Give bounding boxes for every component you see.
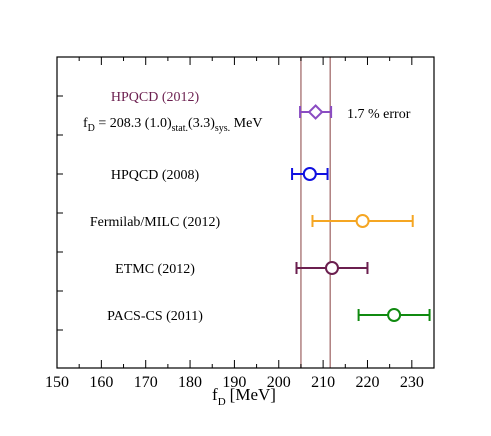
x-tick-label-210: 210	[311, 374, 335, 391]
x-tick-label-180: 180	[178, 374, 202, 391]
x-tick-label-230: 230	[400, 374, 424, 391]
x-axis-label: fD [MeV]	[212, 385, 276, 408]
series-label-3: ETMC (2012)	[115, 262, 195, 277]
x-axis-label-main: f	[212, 385, 218, 404]
axes: 150 160 170 180 190 200 210 220 230	[45, 56, 435, 391]
x-axis-label-unit: [MeV]	[230, 385, 276, 404]
x-tick-label-200: 200	[267, 374, 291, 391]
formula-prefix: f	[83, 116, 88, 131]
formula-value: = 208.3 (1.0)	[95, 116, 172, 131]
series-label-2: Fermilab/MILC (2012)	[90, 215, 221, 230]
formula-sub: D	[88, 123, 95, 134]
marker-circle-4	[387, 308, 402, 322]
series-point-4	[357, 308, 431, 322]
series-point-3	[295, 261, 369, 275]
series-point-0	[299, 104, 333, 120]
formula-stat: stat.	[172, 123, 188, 134]
x-tick-label-150: 150	[45, 374, 69, 391]
marker-circle-2	[355, 214, 370, 228]
x-tick-label-160: 160	[89, 374, 113, 391]
x-tick-label-190: 190	[222, 374, 246, 391]
series-point-1	[291, 167, 329, 181]
series-label-4: PACS-CS (2011)	[107, 309, 203, 324]
series-labels: HPQCD (2012) HPQCD (2008) Fermilab/MILC (2…	[90, 90, 221, 324]
x-tick-label-170: 170	[134, 374, 158, 391]
marker-circle-3	[324, 261, 339, 275]
series-label-0: HPQCD (2012)	[111, 90, 200, 105]
data-points	[291, 104, 431, 322]
series-point-2	[311, 214, 414, 228]
formula-annotation: fD = 208.3 (1.0)stat.(3.3)sys. MeV	[83, 116, 262, 134]
error-note: 1.7 % error	[347, 107, 411, 122]
marker-circle-1	[302, 167, 317, 181]
x-tick-label-220: 220	[355, 374, 379, 391]
formula-mid: (3.3)	[188, 116, 215, 131]
formula-unit: MeV	[230, 116, 262, 131]
marker-diamond-0	[307, 104, 324, 120]
formula-sys: sys.	[215, 123, 230, 134]
series-label-1: HPQCD (2008)	[111, 168, 200, 183]
average-band	[300, 57, 331, 368]
x-axis-label-sub: D	[218, 396, 226, 408]
